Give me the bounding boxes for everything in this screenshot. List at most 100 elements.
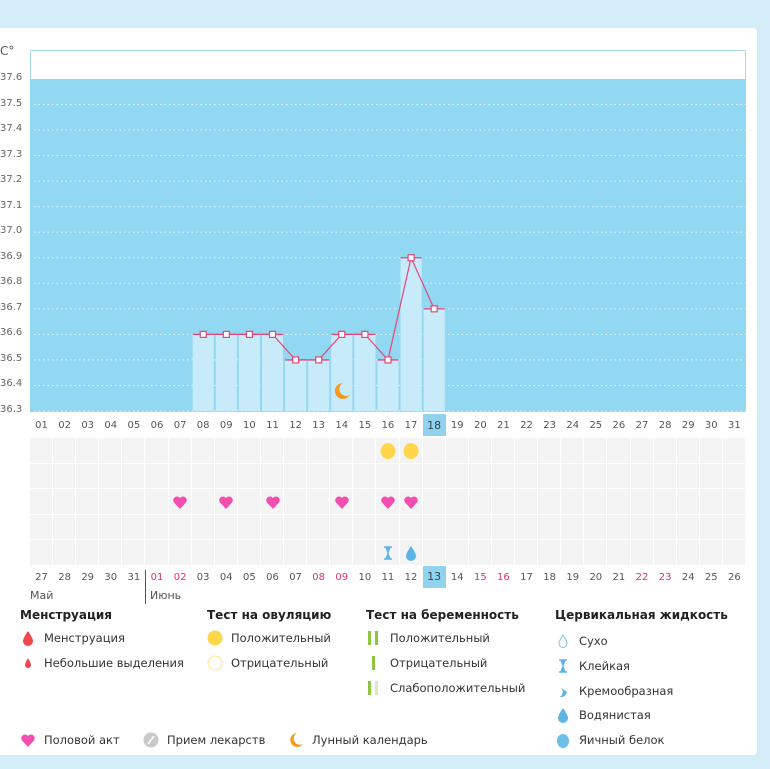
grid-cell[interactable] <box>561 463 585 490</box>
grid-cell[interactable] <box>699 489 723 515</box>
grid-cell[interactable] <box>237 540 261 566</box>
grid-cell[interactable] <box>307 463 331 490</box>
grid-cell[interactable] <box>122 514 146 541</box>
cycle-day-label[interactable]: 08 <box>196 420 210 431</box>
grid-cell[interactable] <box>561 514 585 541</box>
calendar-date-label[interactable]: 29 <box>81 572 95 583</box>
cycle-day-label[interactable]: 06 <box>150 420 164 431</box>
grid-cell[interactable] <box>145 514 169 541</box>
grid-cell[interactable] <box>699 540 723 566</box>
grid-cell[interactable] <box>353 540 377 566</box>
grid-cell[interactable] <box>445 540 469 566</box>
calendar-date-label[interactable]: 06 <box>266 572 279 583</box>
calendar-date-label[interactable]: 03 <box>196 572 210 583</box>
grid-cell[interactable] <box>491 438 516 464</box>
grid-cell[interactable] <box>122 438 146 464</box>
calendar-date-label[interactable]: 10 <box>358 572 372 583</box>
calendar-date-label[interactable]: 22 <box>635 572 649 583</box>
grid-cell[interactable] <box>468 514 492 541</box>
grid-cell[interactable] <box>284 438 308 464</box>
grid-cell[interactable] <box>99 463 123 490</box>
cycle-day-label[interactable]: 29 <box>681 420 695 431</box>
grid-cell[interactable] <box>468 463 492 490</box>
cycle-day-label[interactable]: 19 <box>450 420 464 431</box>
grid-cell[interactable] <box>538 438 562 464</box>
grid-cell[interactable] <box>607 514 631 541</box>
cycle-day-label[interactable]: 14 <box>335 420 349 431</box>
grid-cell[interactable] <box>422 463 446 490</box>
cycle-day-label[interactable]: 30 <box>704 420 718 431</box>
grid-cell[interactable] <box>515 514 539 541</box>
grid-cell[interactable] <box>99 489 123 515</box>
grid-cell[interactable] <box>722 463 746 490</box>
grid-cell[interactable] <box>376 463 400 490</box>
grid-cell[interactable] <box>99 540 123 566</box>
grid-cell[interactable] <box>653 463 677 490</box>
cycle-day-label[interactable]: 24 <box>566 420 580 431</box>
grid-cell[interactable] <box>445 463 469 490</box>
grid-cell[interactable] <box>30 438 54 464</box>
grid-cell[interactable] <box>607 489 631 515</box>
grid-cell[interactable] <box>399 540 423 566</box>
grid-cell[interactable] <box>607 463 631 490</box>
grid-cell[interactable] <box>145 540 169 566</box>
calendar-date-label[interactable]: 01 <box>150 572 164 583</box>
calendar-date-label[interactable]: 17 <box>520 572 533 583</box>
grid-cell[interactable] <box>445 489 469 515</box>
grid-cell[interactable] <box>145 438 169 464</box>
grid-cell[interactable] <box>515 489 539 515</box>
grid-cell[interactable] <box>260 540 285 566</box>
grid-cell[interactable] <box>653 514 677 541</box>
grid-cell[interactable] <box>722 514 746 541</box>
grid-cell[interactable] <box>722 438 746 464</box>
grid-cell[interactable] <box>630 514 654 541</box>
calendar-date-label[interactable]: 12 <box>404 572 418 583</box>
grid-cell[interactable] <box>376 540 400 566</box>
grid-cell[interactable] <box>353 438 377 464</box>
calendar-date-label[interactable]: 28 <box>58 572 71 583</box>
cycle-day-label[interactable]: 16 <box>381 420 395 431</box>
grid-cell[interactable] <box>468 489 492 515</box>
grid-cell[interactable] <box>699 438 723 464</box>
grid-cell[interactable] <box>307 514 331 541</box>
grid-cell[interactable] <box>399 438 423 464</box>
grid-cell[interactable] <box>53 514 77 541</box>
grid-cell[interactable] <box>284 463 308 490</box>
grid-cell[interactable] <box>76 489 100 515</box>
grid-cell[interactable] <box>214 489 238 515</box>
grid-cell[interactable] <box>168 463 192 490</box>
grid-cell[interactable] <box>330 514 354 541</box>
grid-cell[interactable] <box>630 489 654 515</box>
grid-cell[interactable] <box>445 514 469 541</box>
grid-cell[interactable] <box>260 514 285 541</box>
grid-cell[interactable] <box>284 540 308 566</box>
calendar-date-label[interactable]: 25 <box>704 572 718 583</box>
grid-cell[interactable] <box>676 540 700 566</box>
grid-cell[interactable] <box>630 438 654 464</box>
grid-cell[interactable] <box>330 540 354 566</box>
grid-cell[interactable] <box>376 514 400 541</box>
grid-cell[interactable] <box>30 514 54 541</box>
grid-cell[interactable] <box>538 463 562 490</box>
grid-cell[interactable] <box>561 540 585 566</box>
grid-cell[interactable] <box>191 438 215 464</box>
grid-cell[interactable] <box>168 540 192 566</box>
grid-cell[interactable] <box>145 463 169 490</box>
grid-cell[interactable] <box>191 463 215 490</box>
grid-cell[interactable] <box>607 438 631 464</box>
grid-cell[interactable] <box>76 438 100 464</box>
grid-cell[interactable] <box>260 489 285 515</box>
grid-cell[interactable] <box>422 514 446 541</box>
calendar-date-label[interactable]: 21 <box>612 572 626 583</box>
calendar-date-label[interactable]: 13 <box>422 566 446 588</box>
grid-cell[interactable] <box>468 438 492 464</box>
grid-cell[interactable] <box>307 438 331 464</box>
grid-cell[interactable] <box>515 463 539 490</box>
calendar-date-label[interactable]: 02 <box>173 572 187 583</box>
grid-cell[interactable] <box>30 540 54 566</box>
calendar-date-label[interactable]: 19 <box>566 572 580 583</box>
cycle-day-label[interactable]: 25 <box>589 420 603 431</box>
grid-cell[interactable] <box>445 438 469 464</box>
grid-cell[interactable] <box>330 463 354 490</box>
grid-cell[interactable] <box>214 514 238 541</box>
